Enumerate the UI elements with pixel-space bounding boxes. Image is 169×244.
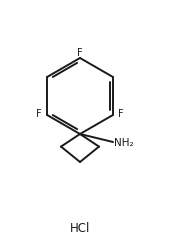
Text: HCl: HCl bbox=[70, 222, 90, 234]
Text: F: F bbox=[77, 48, 83, 58]
Text: F: F bbox=[118, 109, 124, 119]
Text: NH₂: NH₂ bbox=[114, 138, 134, 148]
Text: F: F bbox=[37, 109, 42, 119]
